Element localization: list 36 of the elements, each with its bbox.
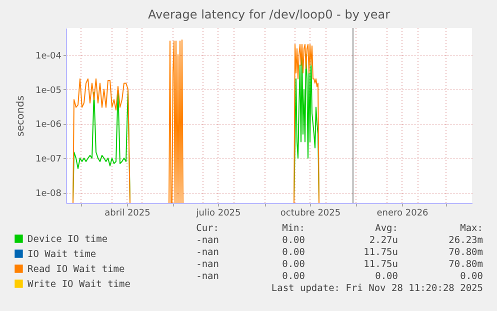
text: Min:: [282, 223, 305, 234]
text: Avg:: [375, 223, 398, 234]
text: 2.27u: [369, 235, 398, 246]
legend-label: Read IO Wait time: [28, 264, 126, 275]
text: 0.00: [282, 247, 305, 258]
text: 0.00: [282, 271, 305, 282]
chart-title: Average latency for /dev/loop0 - by year: [148, 8, 390, 22]
text: 0.00: [282, 235, 305, 246]
y-tick-label: 1e-08: [36, 189, 62, 200]
text: Cur:: [196, 223, 219, 234]
text: -nan: [196, 247, 219, 258]
text: 0.00: [282, 259, 305, 270]
legend-label: IO Wait time: [28, 248, 96, 260]
x-tick-label: octubre 2025: [280, 208, 341, 218]
text: 70.80m: [448, 247, 483, 258]
x-tick-label: julio 2025: [195, 208, 241, 218]
legend-label: Device IO time: [28, 234, 108, 245]
y-tick-label: 1e-04: [36, 51, 62, 62]
y-tick-label: 1e-05: [36, 86, 62, 96]
y-axis-title: seconds: [16, 96, 27, 136]
text: 11.75u: [364, 259, 398, 270]
x-tick-label: abril 2025: [104, 208, 150, 218]
y-tick-label: 1e-07: [36, 154, 62, 165]
y-tick-label: 1e-06: [36, 120, 62, 130]
text: 26.23m: [448, 235, 483, 246]
text: -nan: [196, 235, 219, 246]
text: -nan: [196, 271, 219, 282]
x-tick-label: enero 2026: [376, 208, 429, 218]
text: 70.80m: [448, 259, 483, 270]
text: Last update: Fri Nov 28 11:20:28 2025: [271, 283, 483, 294]
text: 11.75u: [364, 247, 398, 258]
text: 0.00: [460, 271, 483, 282]
legend-label: Write IO Wait time: [28, 278, 131, 290]
text: Max:: [460, 223, 483, 234]
text: -nan: [196, 259, 219, 270]
text: 0.00: [375, 271, 398, 282]
